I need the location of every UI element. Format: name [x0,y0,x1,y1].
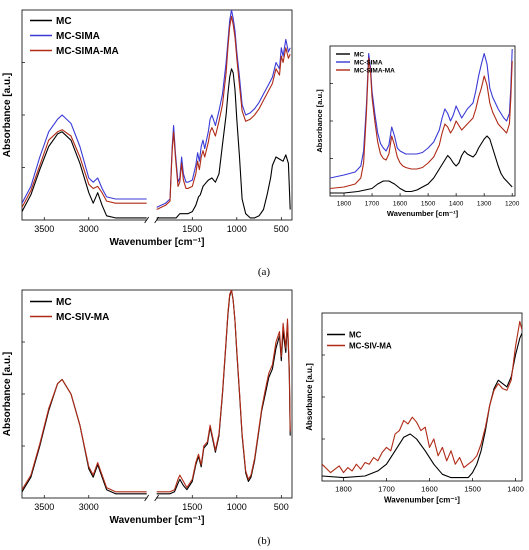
b-main-legend-label-mc: MC [56,297,72,308]
a-main-series-line-mc-sima-ma-part-1 [156,15,291,210]
a-inset-series-line-mc [330,135,513,194]
b-inset-series-line-mc-siv-ma [322,320,522,474]
figure-label-a: (a) [258,266,271,278]
a-main-axis-break-gap [147,217,157,223]
a-main-x-tick-label-3: 1000 [227,224,247,234]
b-main-series-line-mc-siv-ma-part-0 [22,378,147,493]
a-main-x-tick-label-4: 500 [274,224,289,234]
b-inset-panel: 1800 1700 1600 1500 1400 Wavenumber [cm⁻¹] Abs… [305,312,524,505]
a-main-series-line-mc-part-1 [156,68,291,219]
a-inset-x-tick-label-5: 1300 [477,201,492,208]
b-main-axis-break-mark-right [154,494,159,502]
a-inset-panel: 1800 1700 1600 1500 1400 1300 1200 Wavenumber [… [315,45,520,218]
b-main-x-tick-label-3: 1000 [227,502,247,512]
b-main-axis-break-gap [147,495,157,501]
a-main-panel: 3500 3000 1500 1000 500 Wavenumber [cm⁻¹] Abso… [2,9,293,248]
b-inset-y-axis-label: Absorbance [a.u.] [305,363,314,431]
b-inset-x-tick-label-0: 1800 [335,485,352,494]
b-main-x-tick-label-2: 1500 [182,502,202,512]
a-inset-series-line-mc-sima [330,48,513,179]
a-main-series-line-mc-sima-part-0 [22,114,147,204]
a-inset-x-tick-label-6: 1200 [505,201,520,208]
b-main-x-axis-label: Wavenumber [cm⁻¹] [110,515,205,526]
b-inset-x-tick-label-4: 1400 [507,485,524,494]
b-inset-legend-label-mc-siv-ma: MC-SIV-MA [349,341,392,350]
a-inset-x-tick-label-1: 1700 [365,201,380,208]
b-inset-x-tick-label-3: 1500 [464,485,481,494]
a-main-x-tick-label-0: 3500 [34,224,54,234]
a-main-legend-label-mc-sima-ma: MC-SIMA-MA [56,46,119,57]
a-main-x-tick-label-2: 1500 [182,224,202,234]
a-main-series-line-mc-part-0 [22,131,147,219]
b-main-x-tick-label-1: 3000 [79,502,99,512]
a-inset-series-line-mc-sima-ma [330,57,513,190]
b-inset-x-axis-label: Wavenumber [cm⁻¹] [384,496,460,505]
a-inset-x-tick-label-4: 1400 [449,201,464,208]
a-inset-x-tick-label-2: 1600 [393,201,408,208]
a-main-y-axis-label: Absorbance [a.u.] [2,73,13,157]
a-main-series-line-mc-sima-ma-part-0 [22,129,147,208]
b-main-panel: 3500 3000 1500 1000 500 Wavenumber [cm⁻¹] Abso… [2,289,293,526]
b-main-y-axis-label: Absorbance [a.u.] [2,352,13,436]
a-main-x-tick-label-1: 3000 [79,224,99,234]
b-inset-x-tick-label-2: 1600 [421,485,438,494]
a-inset-legend-label-mc: MC [354,51,364,58]
figure-label-b: (b) [258,535,271,547]
a-main-x-axis-label: Wavenumber [cm⁻¹] [110,237,205,248]
b-inset-legend-label-mc: MC [349,330,362,339]
a-main-legend-label-mc-sima: MC-SIMA [56,31,100,42]
b-inset-x-tick-label-1: 1700 [378,485,395,494]
a-inset-y-axis-label: Absorbance [a.u.] [315,89,324,153]
b-main-legend-label-mc-siv-ma: MC-SIV-MA [56,312,109,323]
a-main-legend-label-mc: MC [56,16,72,27]
b-main-x-tick-label-0: 3500 [34,502,54,512]
b-main-x-tick-label-4: 500 [274,502,289,512]
b-main-axis-break-mark-left [144,494,149,502]
a-inset-x-tick-label-3: 1500 [421,201,436,208]
b-inset-series-line-mc [322,332,522,479]
b-main-series-line-mc-siv-ma-part-1 [156,290,291,493]
a-inset-x-tick-label-0: 1800 [337,201,352,208]
a-main-axis-break-mark-left [144,216,149,224]
a-inset-legend-label-mc-sima-ma: MC-SIMA-MA [354,67,395,74]
a-inset-legend-label-mc-sima: MC-SIMA [354,59,383,66]
a-inset-x-axis-label: Wavenumber [cm⁻¹] [387,209,459,218]
